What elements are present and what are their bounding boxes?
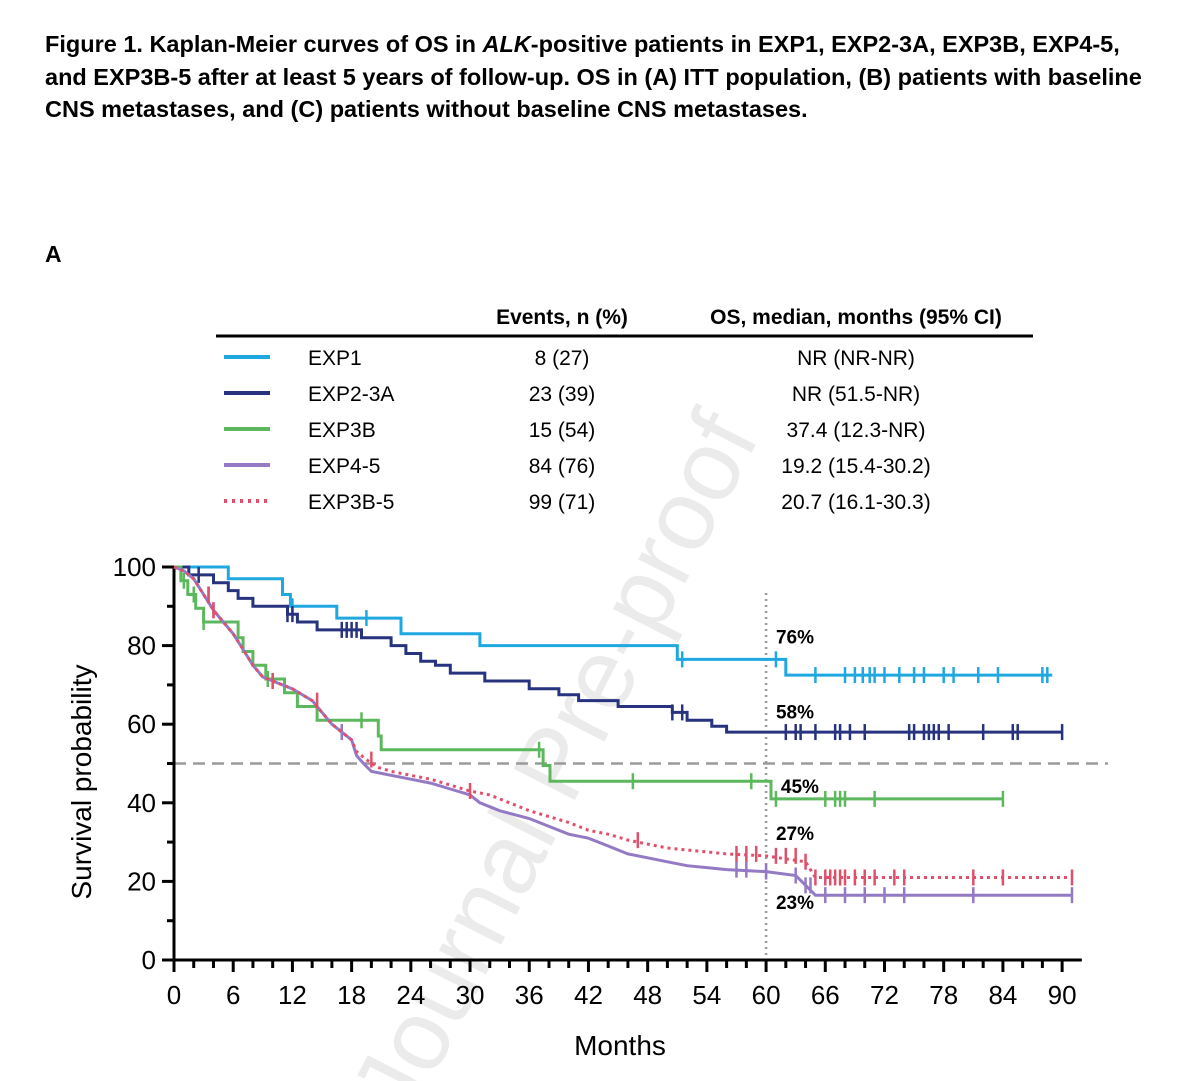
panel-label: A: [45, 241, 62, 267]
x-tick-label: 42: [574, 980, 603, 1010]
x-tick-label: 18: [337, 980, 366, 1010]
percent-annotation: 58%: [776, 702, 814, 723]
legend-median-value: NR (NR-NR): [797, 347, 915, 370]
legend-events-value: 99 (71): [529, 491, 596, 514]
x-tick-label: 54: [692, 980, 721, 1010]
series-exp2-3a: [174, 565, 1064, 741]
figure-caption: Figure 1. Kaplan-Meier curves of OS in A…: [45, 28, 1145, 126]
x-tick-label: 24: [396, 980, 425, 1010]
y-axis-label: Survival probability: [66, 665, 97, 900]
legend-row-exp3b: EXP3B 15 (54) 37.4 (12.3-NR): [224, 419, 925, 442]
legend-events-value: 84 (76): [529, 455, 596, 478]
legend-label: EXP4-5: [308, 455, 380, 478]
y-tick-label: 80: [127, 631, 156, 661]
x-tick-label: 0: [167, 980, 181, 1010]
legend-header-median: OS, median, months (95% CI): [710, 306, 1002, 329]
legend-row-exp1: EXP1 8 (27) NR (NR-NR): [224, 347, 915, 370]
percent-annotation: 76%: [776, 628, 814, 649]
legend-label: EXP3B-5: [308, 491, 394, 514]
percent-annotation: 23%: [776, 893, 814, 914]
legend-median-value: 20.7 (16.1-30.3): [781, 491, 930, 514]
legend-header-events: Events, n (%): [496, 306, 628, 329]
y-tick-label: 0: [142, 945, 156, 975]
legend-median-value: 19.2 (15.4-30.2): [781, 455, 930, 478]
legend-events-value: 15 (54): [529, 419, 596, 442]
legend-events-value: 8 (27): [535, 347, 590, 370]
caption-italic: ALK: [482, 31, 531, 57]
x-tick-label: 72: [870, 980, 899, 1010]
x-axis-label: Months: [574, 1030, 666, 1061]
x-tick-label: 60: [752, 980, 781, 1010]
legend-row-exp3b-5: EXP3B-5 99 (71) 20.7 (16.1-30.3): [224, 491, 931, 514]
legend-label: EXP2-3A: [308, 383, 394, 406]
legend-row-exp2-3a: EXP2-3A 23 (39) NR (51.5-NR): [224, 383, 920, 406]
y-tick-label: 40: [127, 788, 156, 818]
legend-median-value: 37.4 (12.3-NR): [787, 419, 926, 442]
legend-label: EXP3B: [308, 419, 376, 442]
legend-events-value: 23 (39): [529, 383, 596, 406]
legend-median-value: NR (51.5-NR): [792, 383, 920, 406]
legend-row-exp4-5: EXP4-5 84 (76) 19.2 (15.4-30.2): [224, 455, 931, 478]
percent-annotation: 45%: [781, 777, 819, 798]
y-tick-label: 100: [113, 552, 156, 582]
legend-label: EXP1: [308, 347, 362, 370]
caption-part2: -positive patients in EXP1, EXP2-3A, EXP…: [45, 31, 1142, 122]
x-tick-label: 90: [1048, 980, 1077, 1010]
x-tick-label: 48: [633, 980, 662, 1010]
x-tick-label: 36: [515, 980, 544, 1010]
x-tick-label: 30: [456, 980, 485, 1010]
percent-annotation: 27%: [776, 824, 814, 845]
y-tick-label: 20: [127, 866, 156, 896]
series-line-exp3b: [174, 565, 1003, 801]
series-exp1: [174, 565, 1053, 684]
y-tick-label: 60: [127, 709, 156, 739]
series-line-exp1: [174, 565, 1053, 677]
x-tick-label: 84: [988, 980, 1017, 1010]
x-tick-label: 78: [929, 980, 958, 1010]
series-exp3b: [174, 565, 1005, 807]
series-line-exp3b-5: [173, 565, 1072, 879]
x-tick-label: 66: [811, 980, 840, 1010]
series-exp3b-5: [173, 565, 1074, 886]
x-tick-label: 6: [226, 980, 240, 1010]
x-tick-label: 12: [278, 980, 307, 1010]
caption-part1: Figure 1. Kaplan-Meier curves of OS in: [45, 31, 483, 57]
series-line-exp4-5: [173, 565, 1072, 897]
